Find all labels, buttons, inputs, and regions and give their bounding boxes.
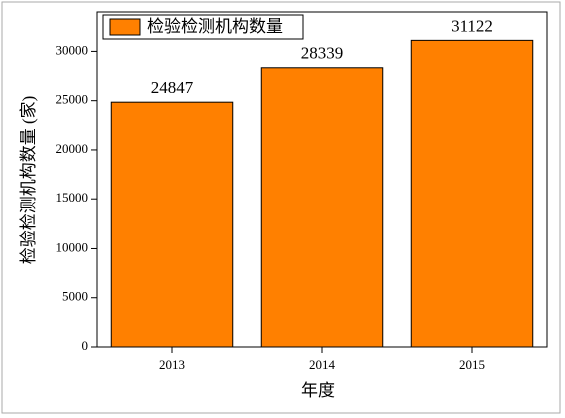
- bar: [260, 67, 384, 348]
- y-tick-label: 30000: [56, 42, 89, 57]
- x-tick-label: 2015: [459, 357, 485, 372]
- y-tick-label: 20000: [56, 141, 89, 156]
- y-tick-label: 15000: [56, 190, 89, 205]
- y-tick-label: 25000: [56, 92, 89, 107]
- y-axis-label: 检验检测机构数量 (家): [19, 96, 38, 265]
- bar: [110, 101, 234, 348]
- y-tick-label: 0: [82, 338, 89, 353]
- bar: [410, 39, 534, 348]
- y-tick-label: 10000: [56, 239, 89, 254]
- legend-swatch: [109, 18, 141, 36]
- value-label: 31122: [451, 16, 493, 35]
- x-tick-label: 2014: [309, 357, 336, 372]
- x-tick-label: 2013: [159, 357, 185, 372]
- x-axis-label: 年度: [301, 381, 335, 400]
- value-label: 28339: [301, 44, 344, 63]
- y-tick-label: 5000: [62, 289, 88, 304]
- value-label: 24847: [151, 78, 194, 97]
- legend-label: 检验检测机构数量: [147, 17, 283, 36]
